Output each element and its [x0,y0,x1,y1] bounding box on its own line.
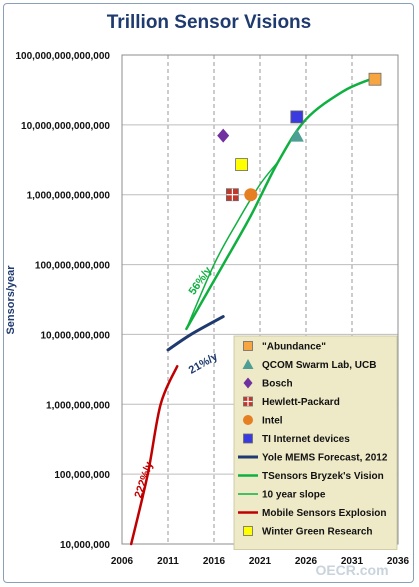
annotation-label: 21%/y [187,350,221,376]
x-tick-label: 2016 [203,556,226,567]
legend-label: TSensors Bryzek's Vision [262,471,384,482]
legend-label: Intel [262,416,283,427]
data-point-1 [289,128,304,142]
x-tick-label: 2036 [387,556,410,567]
legend-label: Winter Green Research [262,527,373,538]
y-tick-label: 10,000,000 [60,540,110,551]
series [129,72,382,546]
legend-label: Hewlett-Packard [262,397,340,408]
y-tick-label: 10,000,000,000,000 [21,121,110,132]
legend-swatch [243,415,253,425]
y-tick-label: 1,000,000,000 [46,400,110,411]
x-axis-ticks: 2006 2011 2016 2021 2026 2031 2036 [111,556,410,567]
legend-swatch [243,526,253,536]
legend-label: Bosch [262,379,293,390]
y-tick-label: 100,000,000,000 [35,261,111,272]
data-point-4 [244,188,258,202]
x-tick-label: 2031 [341,556,364,567]
data-point-6 [235,158,249,171]
legend-label: 10 year slope [262,490,326,501]
x-tick-label: 2026 [295,556,318,567]
y-tick-label: 1,000,000,000,000 [27,191,111,202]
legend-label: Mobile Sensors Explosion [262,508,386,519]
legend-swatch [243,377,253,389]
data-point-2 [217,128,230,143]
watermark: OECR.com [315,562,388,578]
legend-label: TI Internet devices [262,434,350,445]
data-point-0 [368,72,382,86]
legend-swatch [243,396,253,407]
data-point-5 [290,110,304,124]
y-axis-ticks: 10,000,000 100,000,000 1,000,000,000 10,000… [15,51,110,551]
y-axis-label: Sensors/year [5,265,17,335]
data-point-3 [225,188,239,202]
legend-label: QCOM Swarm Lab, UCB [262,360,376,371]
series-line-0 [166,315,225,352]
legend-swatch [243,341,253,351]
legend-label: "Abundance" [262,342,326,353]
legend-label: Yole MEMS Forecast, 2012 [262,453,388,464]
chart-title: Trillion Sensor Visions [107,12,311,33]
series-line-1 [129,365,179,546]
series-line-2 [185,160,280,330]
legend-box [233,335,398,550]
legend-swatch [243,433,253,444]
y-tick-label: 100,000,000,000,000 [15,51,110,62]
annotation-label: 56%/y [187,264,215,297]
y-tick-label: 10,000,000,000 [40,330,110,341]
annotations: 56%/y 21%/y 222%/y [133,264,221,500]
y-tick-label: 100,000,000 [54,470,110,481]
x-tick-label: 2006 [111,556,134,567]
legend-swatch [242,359,254,369]
series-line-3 [185,77,372,331]
legend: "Abundance" QCOM Swarm Lab, UCB Bosch Hewle… [233,335,398,550]
x-tick-label: 2011 [157,556,179,567]
chart-frame [3,3,414,583]
x-tick-label: 2021 [249,556,272,567]
annotation-label: 222%/y [133,460,156,500]
